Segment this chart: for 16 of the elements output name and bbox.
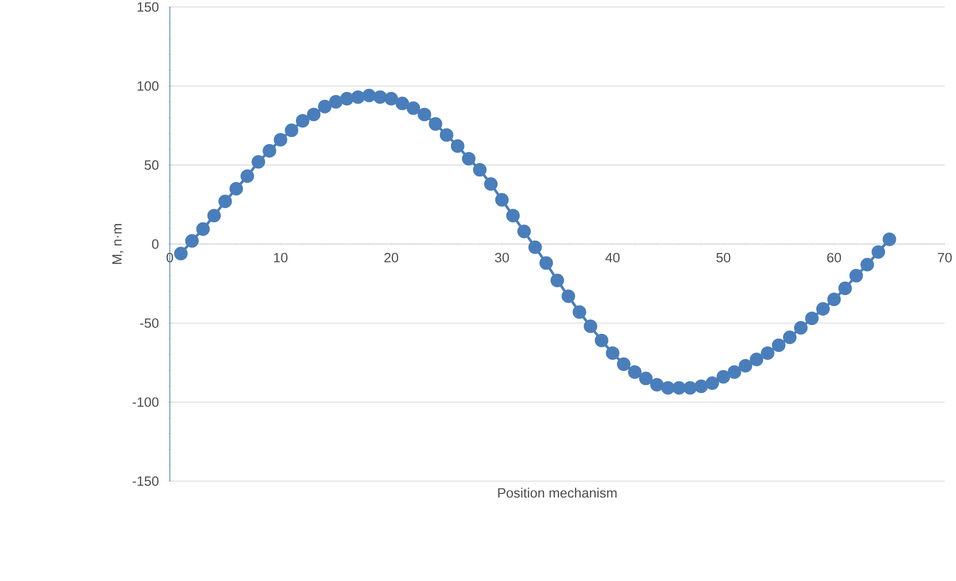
y-tick-label: 100 xyxy=(138,81,158,91)
y-axis-title: M, n·m xyxy=(112,224,124,264)
y-tick-label: 0 xyxy=(152,239,159,249)
y-tick-label: -100 xyxy=(132,397,158,408)
y-tick-label: -50 xyxy=(140,318,158,328)
x-tick-label: 10 xyxy=(274,253,288,263)
x-axis-title: Position mechanism xyxy=(498,488,617,498)
y-tick-label: -150 xyxy=(132,476,158,486)
x-tick-label: 20 xyxy=(384,253,398,263)
x-tick-label: 40 xyxy=(605,253,620,263)
x-tick-label: 50 xyxy=(716,253,730,263)
y-tick-label: 50 xyxy=(144,160,159,170)
x-tick-label: 30 xyxy=(494,253,509,263)
x-tick-label: 70 xyxy=(938,253,952,263)
x-tick-label: 60 xyxy=(827,253,842,263)
y-tick-label: 150 xyxy=(138,2,158,12)
